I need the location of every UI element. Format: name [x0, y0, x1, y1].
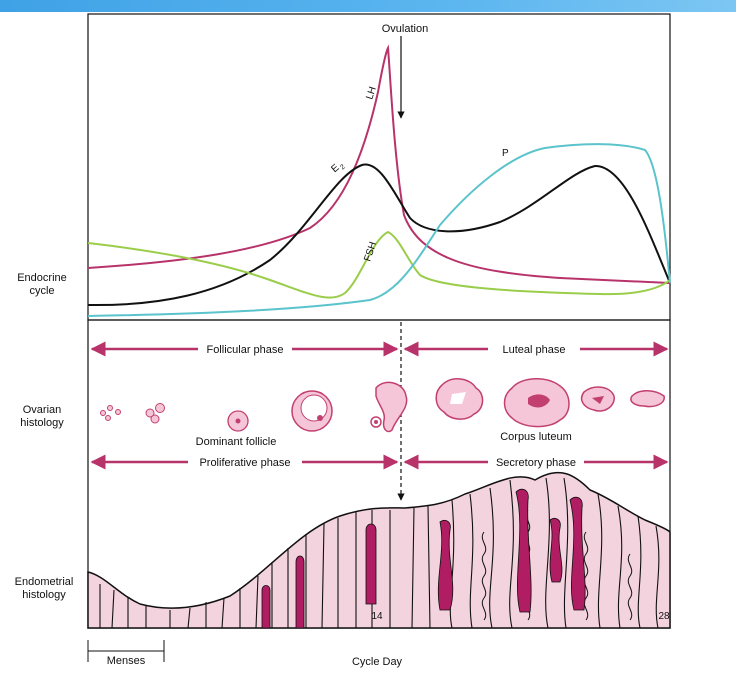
luteal-phase-label: Luteal phase	[503, 344, 566, 356]
lh-label: LH	[364, 85, 378, 101]
fsh-curve	[87, 230, 671, 299]
spiral-arteries	[261, 488, 586, 629]
endometrial-histology-label: Endometrial histology	[4, 576, 84, 602]
window-top-bar	[0, 0, 736, 12]
corpus-albicans	[630, 390, 665, 408]
antral-follicle	[291, 390, 333, 432]
lh-curve	[87, 44, 671, 284]
proliferative-phase-label: Proliferative phase	[199, 457, 290, 469]
dominant-follicle	[227, 410, 249, 432]
primordial-follicles	[100, 403, 165, 424]
regressing-corpus-luteum	[580, 386, 615, 412]
fsh-label: FSH	[362, 241, 379, 263]
ruptured-follicle	[370, 381, 408, 433]
endometrial-label-line2: histology	[22, 589, 66, 601]
endocrine-cycle-label: Endocrine cycle	[2, 272, 82, 298]
endocrine-label-line2: cycle	[29, 285, 55, 297]
endocrine-label-line1: Endocrine	[17, 272, 67, 284]
cycle-day-label: Cycle Day	[352, 656, 403, 668]
secretory-phase-label: Secretory phase	[496, 457, 576, 469]
endocrine-panel	[87, 13, 671, 321]
p-label: P	[502, 148, 509, 159]
follicular-phase-label: Follicular phase	[206, 344, 283, 356]
e2-label-group: E 2	[329, 162, 347, 175]
endometrial-label-line1: Endometrial	[14, 576, 74, 588]
ovarian-histology-label: Ovarian histology	[2, 404, 82, 430]
menses-label: Menses	[107, 655, 146, 667]
ovulation-label: Ovulation	[382, 23, 428, 35]
dominant-follicle-label: Dominant follicle	[196, 436, 277, 448]
corpus-luteum	[503, 378, 570, 428]
tick-28: 28	[658, 611, 670, 622]
ovarian-label-line2: histology	[20, 417, 64, 429]
early-corpus-luteum	[435, 378, 484, 420]
corpus-luteum-label: Corpus luteum	[500, 431, 572, 443]
e2-curve	[87, 163, 671, 307]
e2-subscript: 2	[339, 164, 347, 172]
tick-14: 14	[371, 611, 383, 622]
e2-label: E	[329, 162, 341, 175]
ovarian-label-line1: Ovarian	[22, 404, 62, 416]
p-curve	[87, 143, 671, 317]
